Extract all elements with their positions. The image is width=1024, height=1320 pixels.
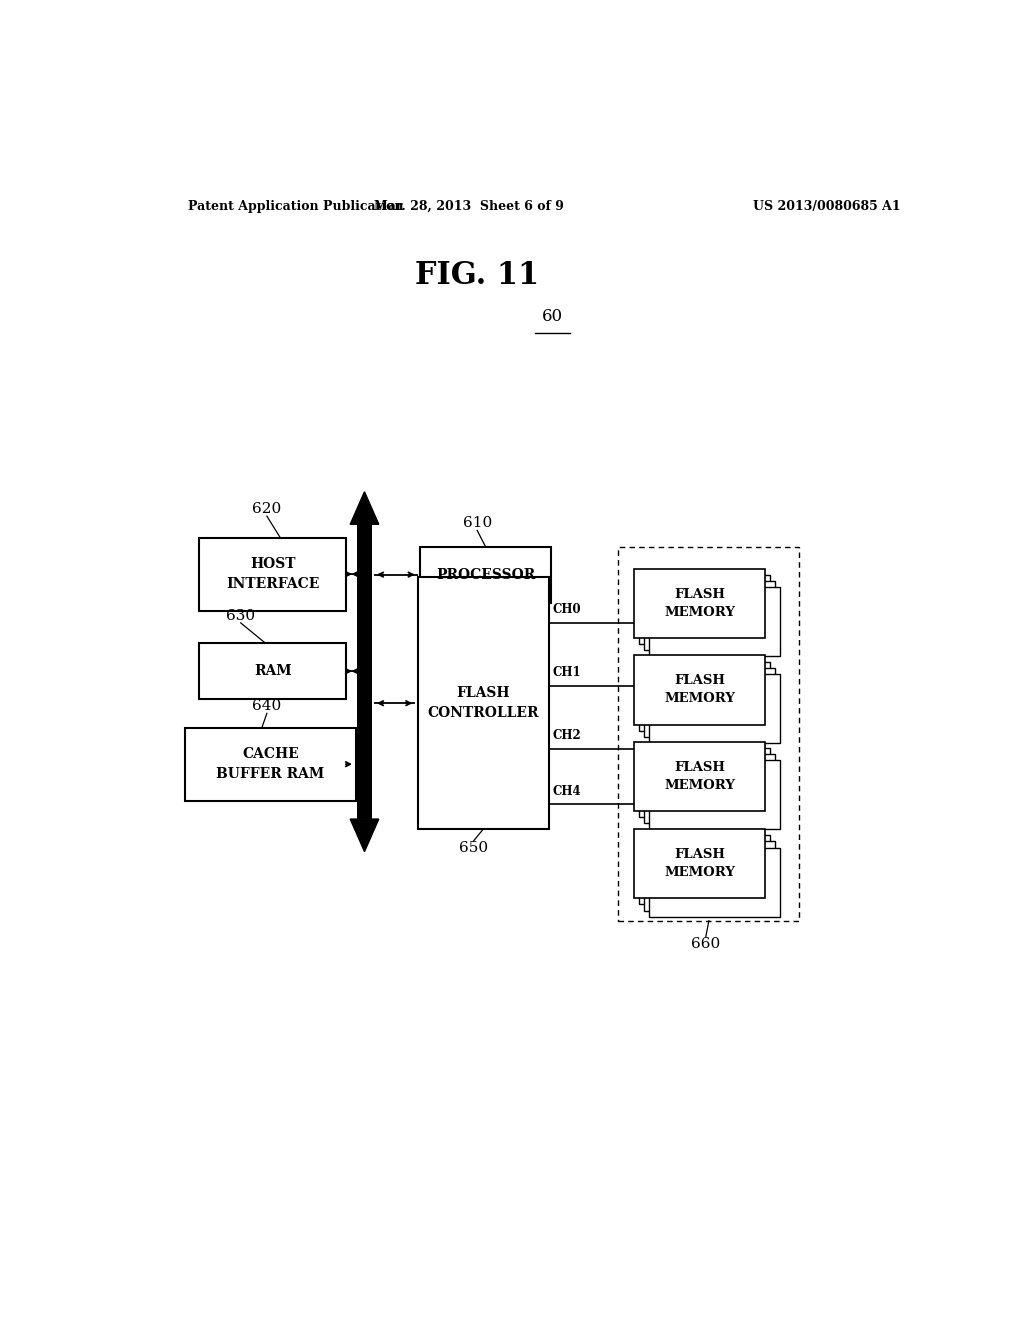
Text: CH2: CH2 [553,730,582,742]
Bar [648,760,779,829]
Text: FLASH
MEMORY: FLASH MEMORY [665,849,735,879]
Text: CACHE
BUFFER RAM: CACHE BUFFER RAM [216,747,325,781]
Bar [644,668,775,737]
Text: FIG. 11: FIG. 11 [415,260,540,290]
Text: Mar. 28, 2013  Sheet 6 of 9: Mar. 28, 2013 Sheet 6 of 9 [375,199,564,213]
Bar [648,847,779,916]
Text: Patent Application Publication: Patent Application Publication [187,199,403,213]
Bar [639,576,770,644]
Text: PROCESSOR: PROCESSOR [436,568,536,582]
Bar [634,656,765,725]
Text: CH4: CH4 [553,785,582,797]
Text: 60: 60 [542,308,563,325]
Text: US 2013/0080685 A1: US 2013/0080685 A1 [753,199,900,213]
Bar [639,748,770,817]
Text: CH1: CH1 [553,667,582,680]
Bar [634,742,765,810]
Bar [634,569,765,638]
Polygon shape [350,492,379,524]
Bar [639,661,770,731]
Bar [648,587,779,656]
Bar [644,581,775,651]
Bar [185,727,355,801]
Text: 640: 640 [252,700,282,713]
Bar [200,643,346,700]
Text: 620: 620 [252,502,282,516]
Bar [639,836,770,904]
Bar [618,546,800,921]
Bar [634,829,765,899]
Bar [644,841,775,911]
Bar [420,546,551,602]
Text: RAM: RAM [254,664,292,678]
Bar [644,754,775,824]
Bar [418,577,549,829]
Text: FLASH
CONTROLLER: FLASH CONTROLLER [427,686,539,719]
Text: FLASH
MEMORY: FLASH MEMORY [665,760,735,792]
Polygon shape [350,818,379,851]
Bar [648,673,779,743]
Text: HOST
INTERFACE: HOST INTERFACE [226,557,319,591]
Text: 610: 610 [463,516,492,531]
Text: FLASH
MEMORY: FLASH MEMORY [665,675,735,705]
Text: 650: 650 [459,841,487,855]
Bar [200,537,346,611]
Text: 630: 630 [226,609,255,623]
Text: CH0: CH0 [553,603,582,616]
Text: FLASH
MEMORY: FLASH MEMORY [665,589,735,619]
Text: 660: 660 [691,937,720,950]
Bar [357,524,372,818]
